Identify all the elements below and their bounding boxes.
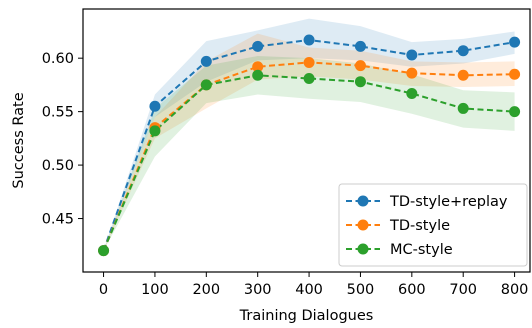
x-tick-label: 800 (501, 282, 529, 298)
confidence-band-2 (103, 56, 515, 251)
x-axis-label: Training Dialogues (239, 308, 374, 324)
legend-box (338, 183, 528, 267)
legend-label-1: TD-style (389, 218, 450, 234)
x-tick-label: 200 (192, 282, 220, 298)
x-tick-label: 0 (99, 282, 108, 298)
x-tick-label: 400 (295, 282, 323, 298)
y-tick-label: 0.50 (42, 158, 74, 174)
legend-marker-0 (357, 195, 369, 207)
data-points (98, 34, 521, 257)
data-point-1-7 (457, 69, 469, 81)
x-tick-label: 600 (398, 282, 426, 298)
legend: TD-style+replay TD-style MC-style (338, 183, 528, 267)
data-point-2-4 (303, 72, 315, 84)
data-point-2-3 (252, 69, 264, 81)
data-point-2-2 (200, 79, 212, 91)
data-point-2-0 (98, 245, 110, 257)
data-point-2-1 (149, 125, 161, 137)
data-point-2-7 (457, 102, 469, 114)
series-line-2 (102, 74, 515, 252)
x-tick-label: 500 (347, 282, 375, 298)
data-point-2-8 (509, 106, 521, 118)
legend-label-0: TD-style+replay (389, 194, 508, 210)
data-point-0-2 (200, 55, 212, 67)
y-tick-label: 0.55 (42, 105, 74, 121)
data-point-1-8 (509, 68, 521, 80)
y-tick-label: 0.60 (42, 51, 74, 67)
legend-label-2: MC-style (390, 242, 453, 258)
x-tick-label: 300 (244, 282, 272, 298)
confidence-band-0 (103, 18, 515, 251)
x-axis-ticks: 0 100 200 300 400 500 600 700 800 (99, 272, 528, 298)
data-point-0-7 (457, 45, 469, 57)
legend-marker-1 (357, 219, 369, 231)
data-point-0-3 (252, 40, 264, 52)
y-axis-ticks: 0.45 0.50 0.55 0.60 (42, 51, 83, 228)
x-tick-label: 100 (141, 282, 169, 298)
y-axis-label: Success Rate (11, 92, 27, 188)
data-point-2-5 (354, 76, 366, 88)
y-tick-label: 0.45 (42, 212, 74, 228)
data-point-0-5 (354, 40, 366, 52)
data-point-0-8 (509, 36, 521, 48)
data-point-0-6 (406, 49, 418, 61)
plot-area-frame (82, 8, 531, 273)
data-point-0-1 (149, 100, 161, 112)
data-point-1-5 (354, 60, 366, 72)
data-point-2-6 (406, 87, 418, 99)
legend-marker-2 (357, 243, 369, 255)
data-point-0-4 (303, 34, 315, 46)
data-point-1-3 (252, 61, 264, 73)
data-point-1-4 (303, 56, 315, 68)
data-point-1-6 (406, 67, 418, 79)
x-tick-label: 700 (449, 282, 477, 298)
